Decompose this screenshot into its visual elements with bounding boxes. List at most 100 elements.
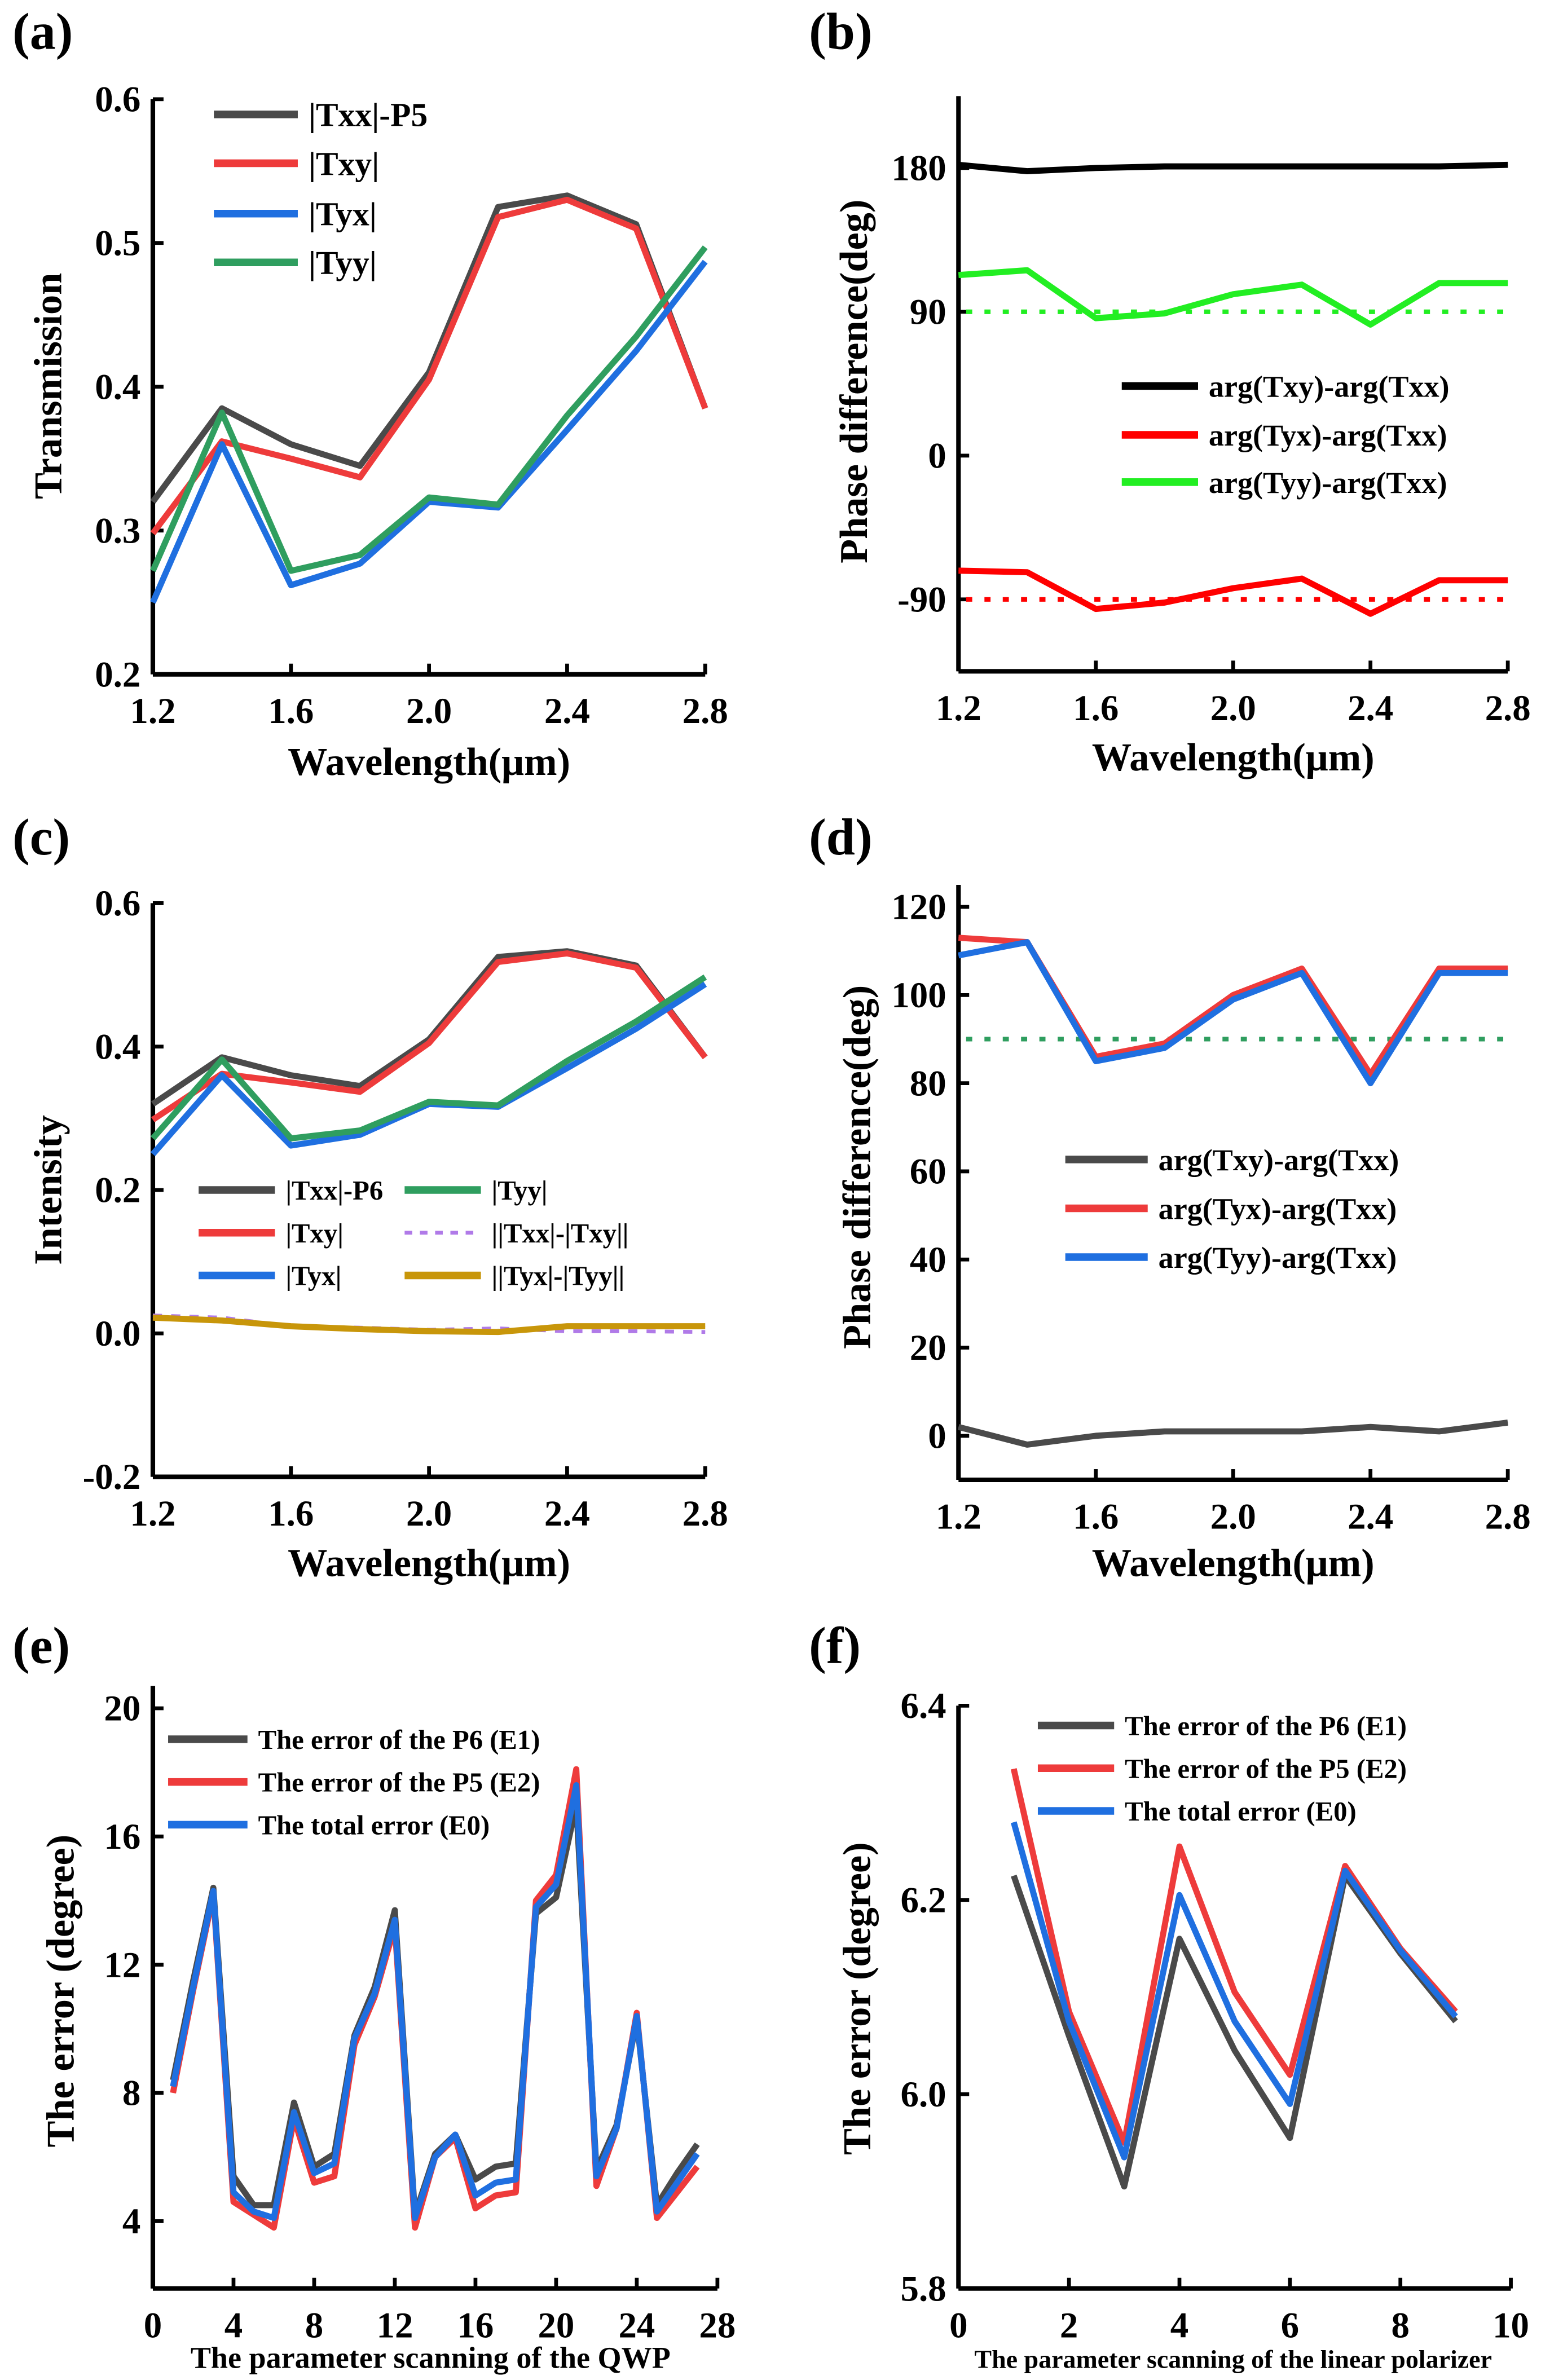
y-tick-label: -90 [897, 579, 946, 620]
y-tick-label: -0.2 [83, 1457, 141, 1497]
x-tick-label: 1.6 [268, 691, 314, 731]
y-axis-label: Phase difference(deg) [832, 200, 876, 563]
y-tick-label: 90 [910, 292, 946, 333]
legend-label: The error of the P5 (E2) [258, 1768, 540, 1798]
data-point [1164, 313, 1165, 314]
series-line-2 [150, 981, 707, 1156]
series-line-1 [958, 935, 1508, 1078]
x-tick-label: 2.0 [406, 691, 452, 731]
panel-2: (c) 1.2 1.6 2.0 2.4 2.8 -0.2 0.0 0.2 0.4 0.6 Wavele… [12, 808, 728, 1585]
data-point [705, 1057, 706, 1058]
series-line-2 [170, 1782, 700, 2222]
data-point [1124, 2157, 1125, 2158]
x-tick-label: 1.2 [936, 1497, 981, 1537]
legend-label: |Txx|-P6 [285, 1175, 383, 1206]
y-tick-label: 0 [928, 435, 946, 476]
x-tick-label: 2.4 [1348, 1497, 1393, 1537]
legend-label: |Tyx| [309, 196, 377, 233]
data-point [1400, 1950, 1401, 1951]
data-point [290, 1145, 292, 1146]
legend-label: The error of the P6 (E1) [1125, 1711, 1407, 1742]
data-point [1232, 588, 1234, 589]
x-tick-label: 10 [1492, 2305, 1529, 2346]
y-tick-label: 6.2 [901, 1880, 946, 1920]
data-point [1164, 1043, 1165, 1044]
y-tick-label: 0.4 [95, 367, 140, 407]
y-tick-label: 0.2 [95, 654, 140, 695]
panel-3: (d) 1.2 1.6 2.0 2.4 2.8 0 20 40 60 80 100 120 Wavelen… [809, 808, 1531, 1585]
data-point [596, 2185, 597, 2187]
x-tick-label: 2.0 [1210, 1497, 1256, 1537]
x-tick-label: 1.6 [268, 1493, 314, 1534]
x-tick-label: 2.8 [1485, 688, 1531, 729]
y-tick-label: 20 [910, 1328, 946, 1368]
legend-label: |Txy| [285, 1218, 344, 1249]
y-tick-label: 60 [910, 1152, 946, 1192]
x-tick-label: 0 [144, 2305, 162, 2346]
data-point [636, 1021, 637, 1022]
legend-label: arg(Tyy)-arg(Txx) [1209, 466, 1447, 500]
x-axis-label: The parameter scanning of the linear pol… [974, 2344, 1492, 2373]
y-axis-label: Transmission [27, 273, 71, 499]
data-point [497, 957, 499, 958]
data-point [475, 2208, 476, 2209]
data-point [705, 247, 706, 248]
series-line-2 [150, 259, 708, 604]
y-tick-label: 180 [891, 148, 946, 189]
data-point [290, 1075, 292, 1076]
x-axis-label: Wavelength(μm) [1092, 1541, 1375, 1585]
data-point [1455, 2016, 1456, 2017]
panel-label: (c) [12, 808, 70, 866]
x-tick-label: 20 [538, 2305, 574, 2346]
data-point [253, 2205, 254, 2206]
data-point [1164, 1431, 1165, 1432]
x-tick-label: 4 [224, 2305, 243, 2346]
x-tick-label: 2.8 [683, 691, 728, 731]
panel-label: (b) [809, 3, 872, 60]
legend-label: The total error (E0) [258, 1810, 490, 1840]
panel-label: (a) [12, 3, 73, 60]
y-axis-label: The error (degree) [38, 1835, 82, 2148]
x-axis-label: Wavelength(μm) [288, 740, 570, 784]
x-tick-label: 2.0 [406, 1493, 452, 1534]
legend-label: |Txx|-P5 [309, 96, 428, 134]
y-tick-label: 0.6 [95, 883, 140, 924]
y-tick-label: 0.4 [95, 1026, 140, 1067]
y-tick-label: 0.5 [95, 223, 140, 263]
legend-label: |Tyx| [285, 1261, 341, 1292]
legend-label: arg(Tyy)-arg(Txx) [1159, 1241, 1397, 1275]
y-tick-label: 5.8 [901, 2268, 946, 2309]
y-tick-label: 12 [104, 1945, 140, 1985]
x-tick-label: 2.0 [1210, 688, 1256, 729]
legend-label: arg(Txy)-arg(Txx) [1159, 1143, 1399, 1177]
data-point [1027, 270, 1028, 271]
y-tick-label: 0.0 [95, 1314, 140, 1354]
data-point [1370, 1074, 1371, 1075]
data-point [1232, 166, 1234, 167]
series-line-0 [957, 1420, 1508, 1448]
legend-label: ||Txx|-|Txy|| [492, 1218, 629, 1249]
legend-label: ||Tyx|-|Tyy|| [492, 1261, 625, 1292]
y-tick-label: 0.3 [95, 510, 140, 551]
x-tick-label: 24 [618, 2305, 655, 2346]
panel-label: (f) [809, 1617, 861, 1674]
y-tick-label: 8 [122, 2073, 140, 2114]
series-line-3 [150, 974, 707, 1141]
y-tick-label: 16 [104, 1817, 140, 1857]
y-tick-label: 80 [910, 1063, 946, 1104]
x-tick-label: 4 [1170, 2305, 1188, 2346]
x-tick-label: 16 [457, 2305, 494, 2346]
panel-0: (a) 1.2 1.6 2.0 2.4 2.8 0.2 0.3 0.4 0.5 0.6 Wavelen… [12, 3, 728, 784]
x-axis-label: Wavelength(μm) [1092, 735, 1375, 779]
data-point [705, 984, 706, 985]
x-tick-label: 1.6 [1073, 688, 1119, 729]
x-tick-label: 2.4 [1348, 688, 1393, 729]
x-axis-label: Wavelength(μm) [288, 1541, 570, 1585]
x-tick-label: 2.8 [1485, 1497, 1531, 1537]
data-point [1370, 324, 1371, 325]
x-tick-label: 0 [949, 2305, 967, 2346]
data-point [253, 2211, 254, 2212]
x-tick-label: 1.2 [936, 688, 981, 729]
